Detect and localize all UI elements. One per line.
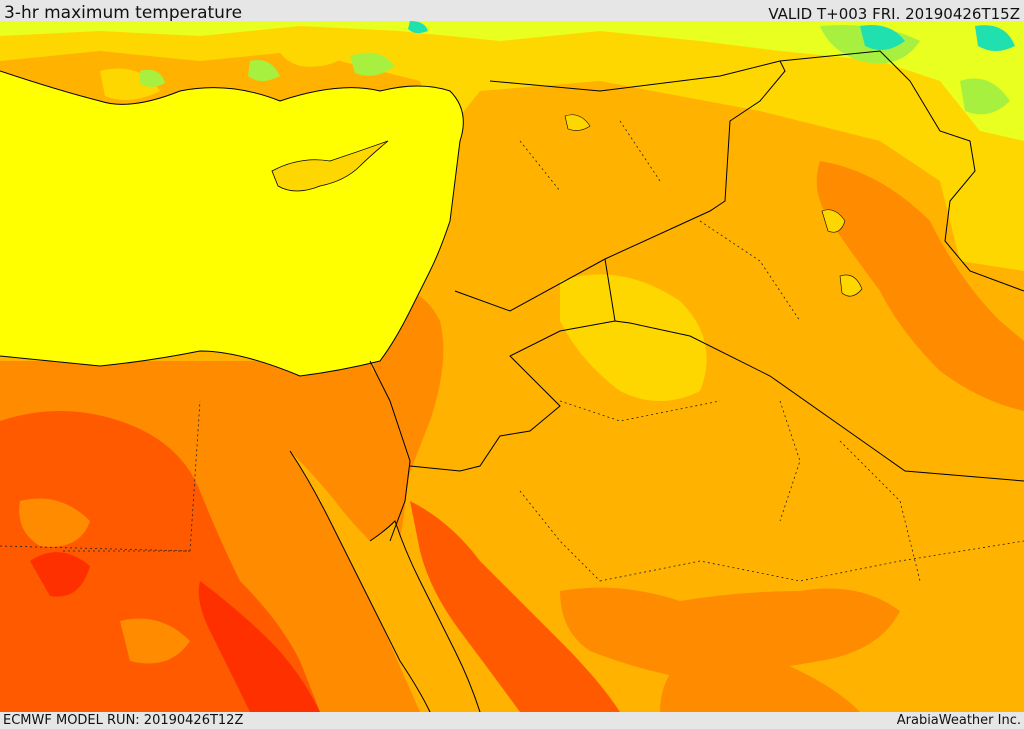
valid-time-label: VALID T+003 FRI. 20190426T15Z	[768, 5, 1020, 23]
north-warm-light-zone	[0, 21, 1024, 271]
header-bar: 3-hr maximum temperature VALID T+003 FRI…	[0, 0, 1024, 23]
map-title: 3-hr maximum temperature	[4, 3, 243, 23]
country-borders	[369, 50, 1024, 542]
cyprus-island	[271, 140, 389, 192]
footer-bar: ECMWF MODEL RUN: 20190426T12Z ArabiaWeat…	[0, 712, 1024, 729]
iraq-hot-zone	[816, 161, 1024, 411]
red-sea-coastline	[289, 450, 481, 712]
credit-label: ArabiaWeather Inc.	[896, 713, 1021, 728]
temperature-map	[0, 21, 1024, 712]
cyan-patches	[408, 21, 1015, 51]
hijaz-hot-zone	[410, 501, 620, 712]
lake-assad	[564, 114, 591, 131]
north-cool-zone	[0, 21, 1024, 141]
nile-extreme-zone	[30, 552, 320, 712]
jordan-cool-zone	[560, 274, 707, 401]
saudi-hot-patches	[560, 587, 900, 681]
egypt-cooler-patches	[19, 498, 190, 664]
lake-habbaniyah	[839, 274, 863, 297]
province-boundaries	[0, 120, 1024, 582]
lake-tharthar	[821, 209, 846, 233]
saudi-south-hot	[660, 653, 860, 712]
temperature-map-svg	[0, 21, 1024, 712]
syria-hot-patches	[470, 118, 720, 214]
coastline	[0, 70, 464, 377]
model-run-label: ECMWF MODEL RUN: 20190426T12Z	[3, 713, 244, 728]
red-sea	[290, 451, 480, 712]
mediterranean-sea	[0, 71, 464, 376]
